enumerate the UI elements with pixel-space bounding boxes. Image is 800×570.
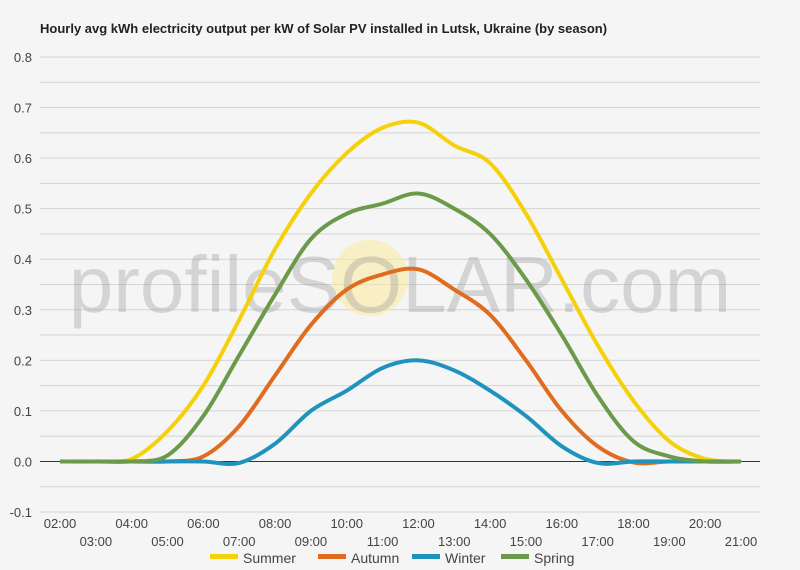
legend-label-autumn: Autumn [351,550,399,566]
series-line-winter [60,358,741,467]
legend-swatch-autumn [318,554,346,559]
y-tick-label: 0.1 [14,404,32,419]
legend-swatch-winter [412,554,440,559]
x-tick-label: 19:00 [653,534,686,549]
legend-swatch-summer [210,554,238,559]
x-tick-label: 09:00 [295,534,328,549]
x-tick-label: 21:00 [725,534,758,549]
x-tick-label: 04:00 [115,516,148,531]
x-tick-label: 10:00 [330,516,363,531]
watermark-text: profileSOLAR.com [69,240,731,329]
y-tick-label: 0.0 [14,454,32,469]
y-tick-label: 0.7 [14,101,32,116]
x-tick-label: 12:00 [402,516,435,531]
x-tick-label: 03:00 [80,534,113,549]
y-tick-label: 0.4 [14,252,32,267]
x-tick-label: 06:00 [187,516,220,531]
y-axis: -0.1 0.0 0.1 0.2 0.3 0.4 0.5 0.6 0.7 0.8 [10,50,32,520]
x-tick-label: 20:00 [689,516,722,531]
x-tick-label: 17:00 [581,534,614,549]
x-tick-label: 15:00 [510,534,543,549]
legend-label-spring: Spring [534,550,574,566]
x-tick-label: 05:00 [151,534,184,549]
series-line-summer [59,119,742,464]
legend-label-winter: Winter [445,550,486,566]
y-tick-label: 0.5 [14,202,32,217]
x-tick-label: 14:00 [474,516,507,531]
y-tick-label: -0.1 [10,505,32,520]
y-tick-label: 0.8 [14,50,32,65]
x-tick-label: 18:00 [617,516,650,531]
x-tick-label: 02:00 [44,516,77,531]
chart-title: Hourly avg kWh electricity output per kW… [40,21,607,36]
y-tick-label: 0.2 [14,353,32,368]
legend-swatch-spring [501,554,529,559]
y-tick-label: 0.6 [14,151,32,166]
grid [40,56,760,513]
watermark: profileSOLAR.com [69,240,731,329]
x-tick-label: 08:00 [259,516,292,531]
series-line-spring [60,191,742,464]
x-tick-label: 11:00 [367,534,399,549]
series-lines [59,119,742,467]
x-tick-label: 07:00 [223,534,256,549]
legend-label-summer: Summer [243,550,296,566]
x-tick-label: 13:00 [438,534,471,549]
x-axis: 02:0003:0004:0005:0006:0007:0008:0009:00… [44,516,758,549]
y-tick-label: 0.3 [14,303,32,318]
x-tick-label: 16:00 [546,516,579,531]
legend: Summer Autumn Winter Spring [210,550,574,566]
